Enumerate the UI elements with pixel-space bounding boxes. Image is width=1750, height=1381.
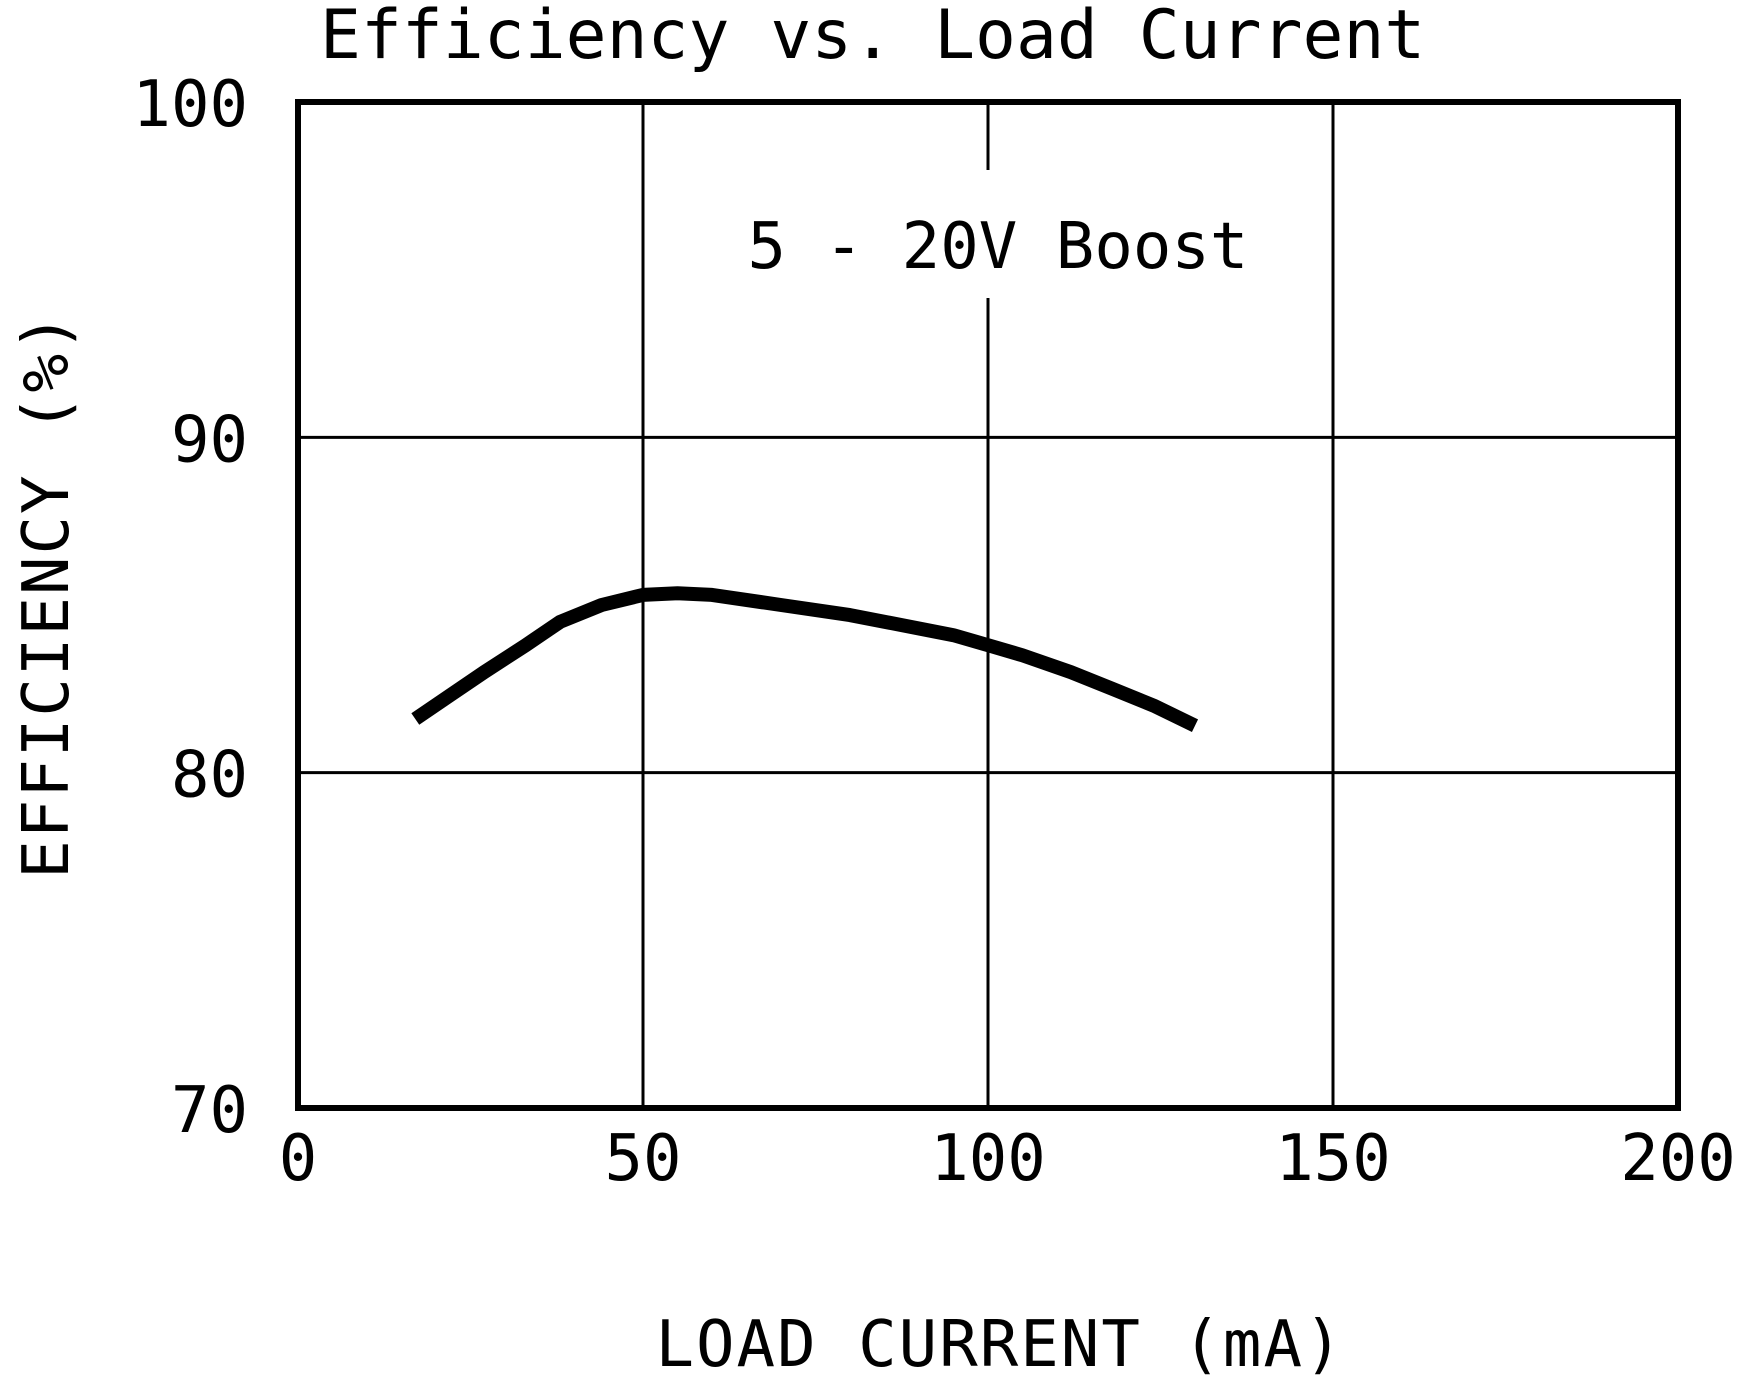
y-tick-label-70: 70 bbox=[171, 1074, 248, 1148]
x-tick-label-100: 100 bbox=[930, 1122, 1046, 1196]
x-tick-label-0: 0 bbox=[279, 1122, 318, 1196]
x-axis-label: LOAD CURRENT (mA) bbox=[655, 1308, 1344, 1381]
y-tick-label-100: 100 bbox=[132, 68, 248, 142]
chart-title: Efficiency vs. Load Current bbox=[320, 0, 1425, 75]
plot-frame bbox=[295, 99, 1681, 1111]
x-tick-label-50: 50 bbox=[604, 1122, 681, 1196]
annotation-label: 5 - 20V Boost bbox=[748, 210, 1249, 284]
y-tick-labels: 70 80 90 100 bbox=[132, 68, 248, 1148]
y-tick-label-90: 90 bbox=[171, 403, 248, 477]
series-group bbox=[411, 586, 1199, 732]
x-tick-labels: 0 50 100 150 200 bbox=[279, 1122, 1736, 1196]
annotation-background bbox=[735, 170, 1255, 298]
x-tick-label-150: 150 bbox=[1275, 1122, 1391, 1196]
y-axis-label: EFFICIENCY (%) bbox=[10, 311, 84, 878]
y-tick-label-80: 80 bbox=[171, 739, 248, 813]
series-line-0 bbox=[411, 586, 1199, 732]
x-tick-label-200: 200 bbox=[1620, 1122, 1736, 1196]
